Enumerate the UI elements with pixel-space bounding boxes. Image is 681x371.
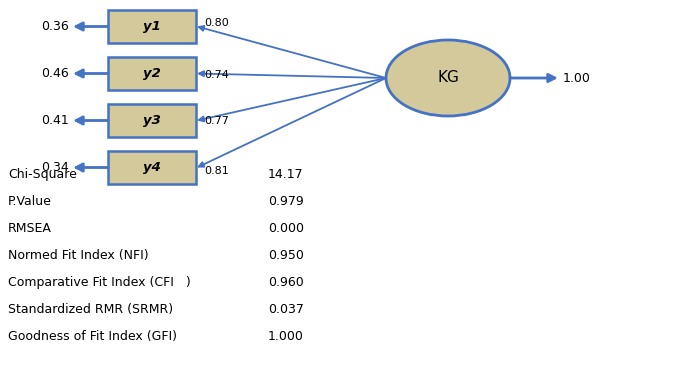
Text: 0.80: 0.80	[204, 17, 229, 27]
Text: RMSEA: RMSEA	[8, 222, 52, 235]
Text: 0.037: 0.037	[268, 303, 304, 316]
Text: 1.000: 1.000	[268, 330, 304, 343]
Text: 0.77: 0.77	[204, 116, 229, 127]
FancyBboxPatch shape	[108, 104, 196, 137]
Text: 0.979: 0.979	[268, 195, 304, 208]
Text: 0.950: 0.950	[268, 249, 304, 262]
Text: y1: y1	[143, 20, 161, 33]
Text: Comparative Fit Index (CFI   ): Comparative Fit Index (CFI )	[8, 276, 191, 289]
Text: Goodness of Fit Index (GFI): Goodness of Fit Index (GFI)	[8, 330, 177, 343]
FancyBboxPatch shape	[108, 151, 196, 184]
Text: 0.46: 0.46	[42, 67, 69, 80]
FancyBboxPatch shape	[108, 57, 196, 90]
Text: 0.000: 0.000	[268, 222, 304, 235]
Text: 0.960: 0.960	[268, 276, 304, 289]
Text: 14.17: 14.17	[268, 168, 304, 181]
Text: y4: y4	[143, 161, 161, 174]
Text: KG: KG	[437, 70, 459, 85]
Text: Standardized RMR (SRMR): Standardized RMR (SRMR)	[8, 303, 173, 316]
Text: 0.81: 0.81	[204, 167, 229, 177]
Text: 0.41: 0.41	[42, 114, 69, 127]
Text: y3: y3	[143, 114, 161, 127]
Text: 1.00: 1.00	[563, 72, 591, 85]
Ellipse shape	[386, 40, 510, 116]
Text: Chi-Square: Chi-Square	[8, 168, 77, 181]
Text: 0.36: 0.36	[42, 20, 69, 33]
Text: 0.74: 0.74	[204, 69, 229, 79]
Text: y2: y2	[143, 67, 161, 80]
Text: 0.34: 0.34	[42, 161, 69, 174]
FancyBboxPatch shape	[108, 10, 196, 43]
Text: Normed Fit Index (NFI): Normed Fit Index (NFI)	[8, 249, 148, 262]
Text: P.Value: P.Value	[8, 195, 52, 208]
